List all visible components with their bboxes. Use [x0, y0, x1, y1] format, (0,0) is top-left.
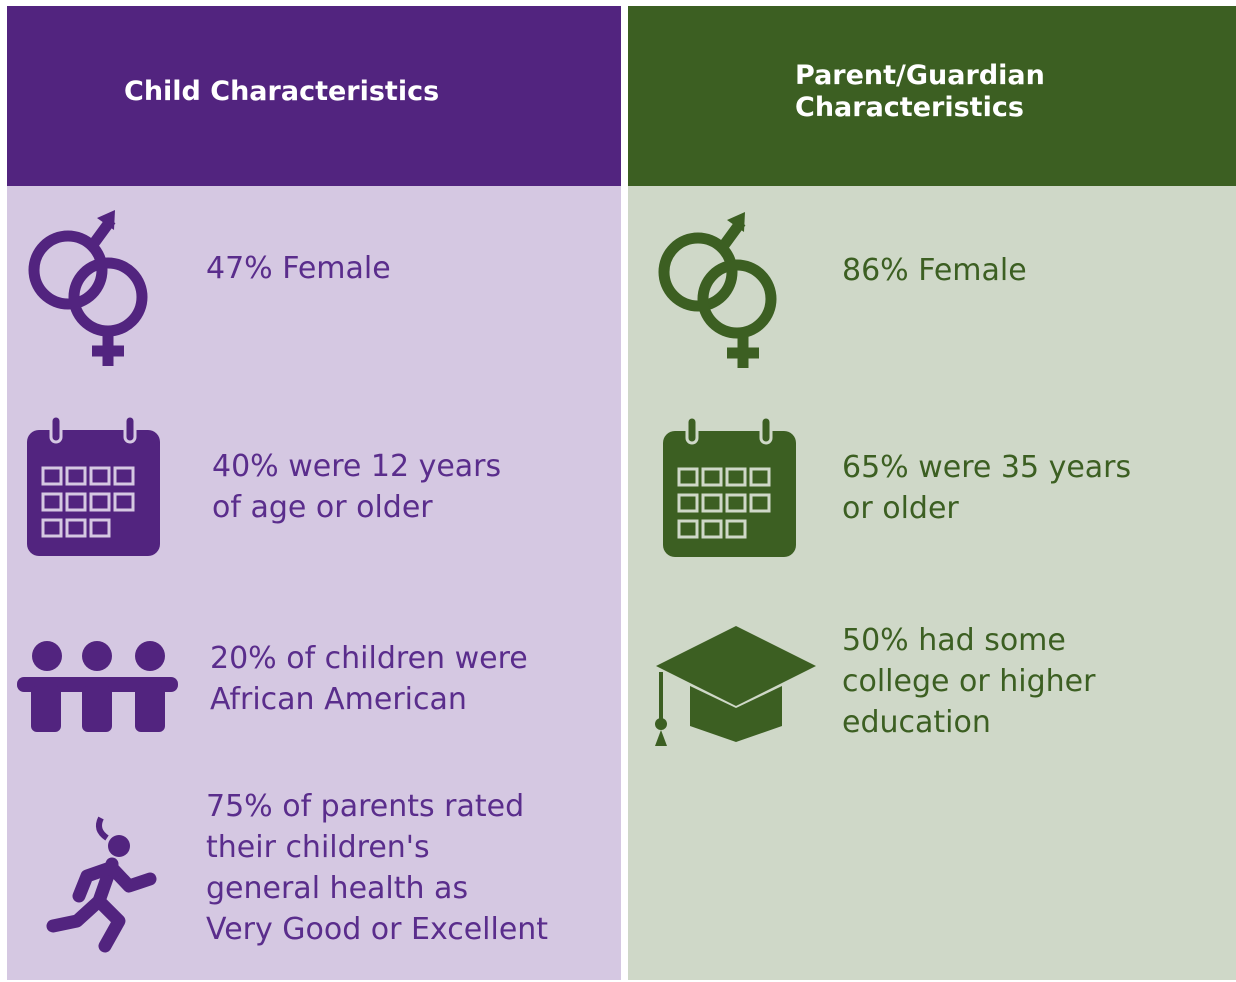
- item-line: 75% of parents rated: [206, 789, 525, 824]
- gender-arrow: [727, 212, 745, 232]
- item-line: African American: [210, 682, 467, 717]
- item-text: 50% had some college or higher education: [842, 620, 1095, 743]
- parent-body: [628, 186, 1236, 980]
- gender-icon: [28, 216, 148, 366]
- item-text: 20% of children were African American: [210, 638, 528, 720]
- header-title: Characteristics: [795, 92, 1024, 123]
- calendar-icon: [27, 414, 160, 556]
- item-text: 86% Female: [842, 250, 1027, 291]
- child-panel: Child Characteristics: [7, 6, 621, 980]
- item-line: of age or older: [212, 490, 433, 525]
- gender-icon: [658, 218, 777, 368]
- calendar-icon: [663, 415, 796, 557]
- child-header: Child Characteristics: [7, 6, 621, 186]
- header-title: Child Characteristics: [124, 76, 440, 107]
- header-title: Parent/Guardian: [795, 60, 1045, 91]
- item-text: 40% were 12 years of age or older: [212, 446, 501, 528]
- item-text: 75% of parents rated their children's ge…: [206, 786, 548, 950]
- item-line: education: [842, 705, 991, 740]
- item-line: 65% were 35 years: [842, 450, 1132, 485]
- item-line: general health as: [206, 871, 469, 906]
- item-line: their children's: [206, 830, 430, 865]
- item-line: 86% Female: [842, 253, 1027, 288]
- people-icon: [17, 641, 178, 732]
- runner-icon: [46, 816, 157, 953]
- item-line: college or higher: [842, 664, 1096, 699]
- item-text: 65% were 35 years or older: [842, 447, 1131, 529]
- item-line: Very Good or Excellent: [206, 912, 549, 947]
- item-line: 20% of children were: [210, 641, 528, 676]
- gender-arrow: [97, 210, 115, 230]
- cap-icon: [655, 626, 816, 746]
- child-icons: [17, 210, 178, 953]
- parent-panel: Parent/Guardian Characteristics: [628, 6, 1236, 980]
- item-line: 50% had some: [842, 623, 1066, 658]
- parent-icons: [655, 212, 816, 746]
- item-line: 47% Female: [206, 251, 391, 286]
- item-line: 40% were 12 years: [212, 449, 502, 484]
- item-line: or older: [842, 491, 959, 526]
- parent-header: Parent/Guardian Characteristics: [628, 6, 1236, 186]
- item-text: 47% Female: [206, 248, 391, 289]
